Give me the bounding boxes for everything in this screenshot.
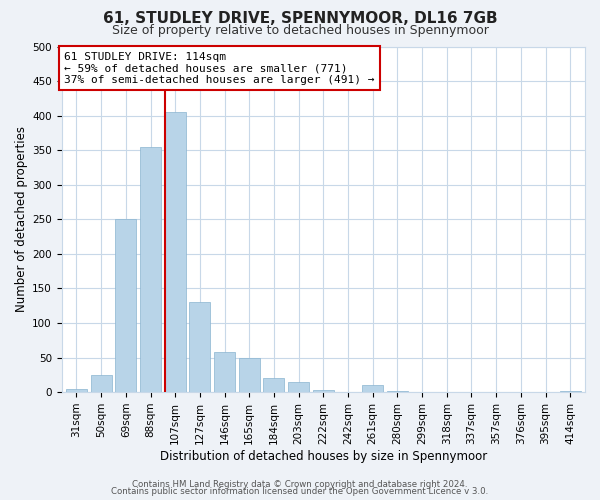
Bar [560,390,581,392]
Text: Contains public sector information licensed under the Open Government Licence v : Contains public sector information licen… [112,487,488,496]
Text: Size of property relative to detached houses in Spennymoor: Size of property relative to detached ho… [112,24,488,37]
Bar [214,352,235,392]
Bar [190,302,211,392]
Y-axis label: Number of detached properties: Number of detached properties [15,126,28,312]
Bar [263,378,284,392]
Bar [362,385,383,392]
Text: Contains HM Land Registry data © Crown copyright and database right 2024.: Contains HM Land Registry data © Crown c… [132,480,468,489]
Bar [165,112,185,392]
Bar [239,358,260,392]
Text: 61, STUDLEY DRIVE, SPENNYMOOR, DL16 7GB: 61, STUDLEY DRIVE, SPENNYMOOR, DL16 7GB [103,11,497,26]
Bar [140,146,161,392]
Bar [91,375,112,392]
Bar [288,382,309,392]
Bar [66,388,87,392]
X-axis label: Distribution of detached houses by size in Spennymoor: Distribution of detached houses by size … [160,450,487,462]
Bar [313,390,334,392]
Text: 61 STUDLEY DRIVE: 114sqm
← 59% of detached houses are smaller (771)
37% of semi-: 61 STUDLEY DRIVE: 114sqm ← 59% of detach… [64,52,375,85]
Bar [115,220,136,392]
